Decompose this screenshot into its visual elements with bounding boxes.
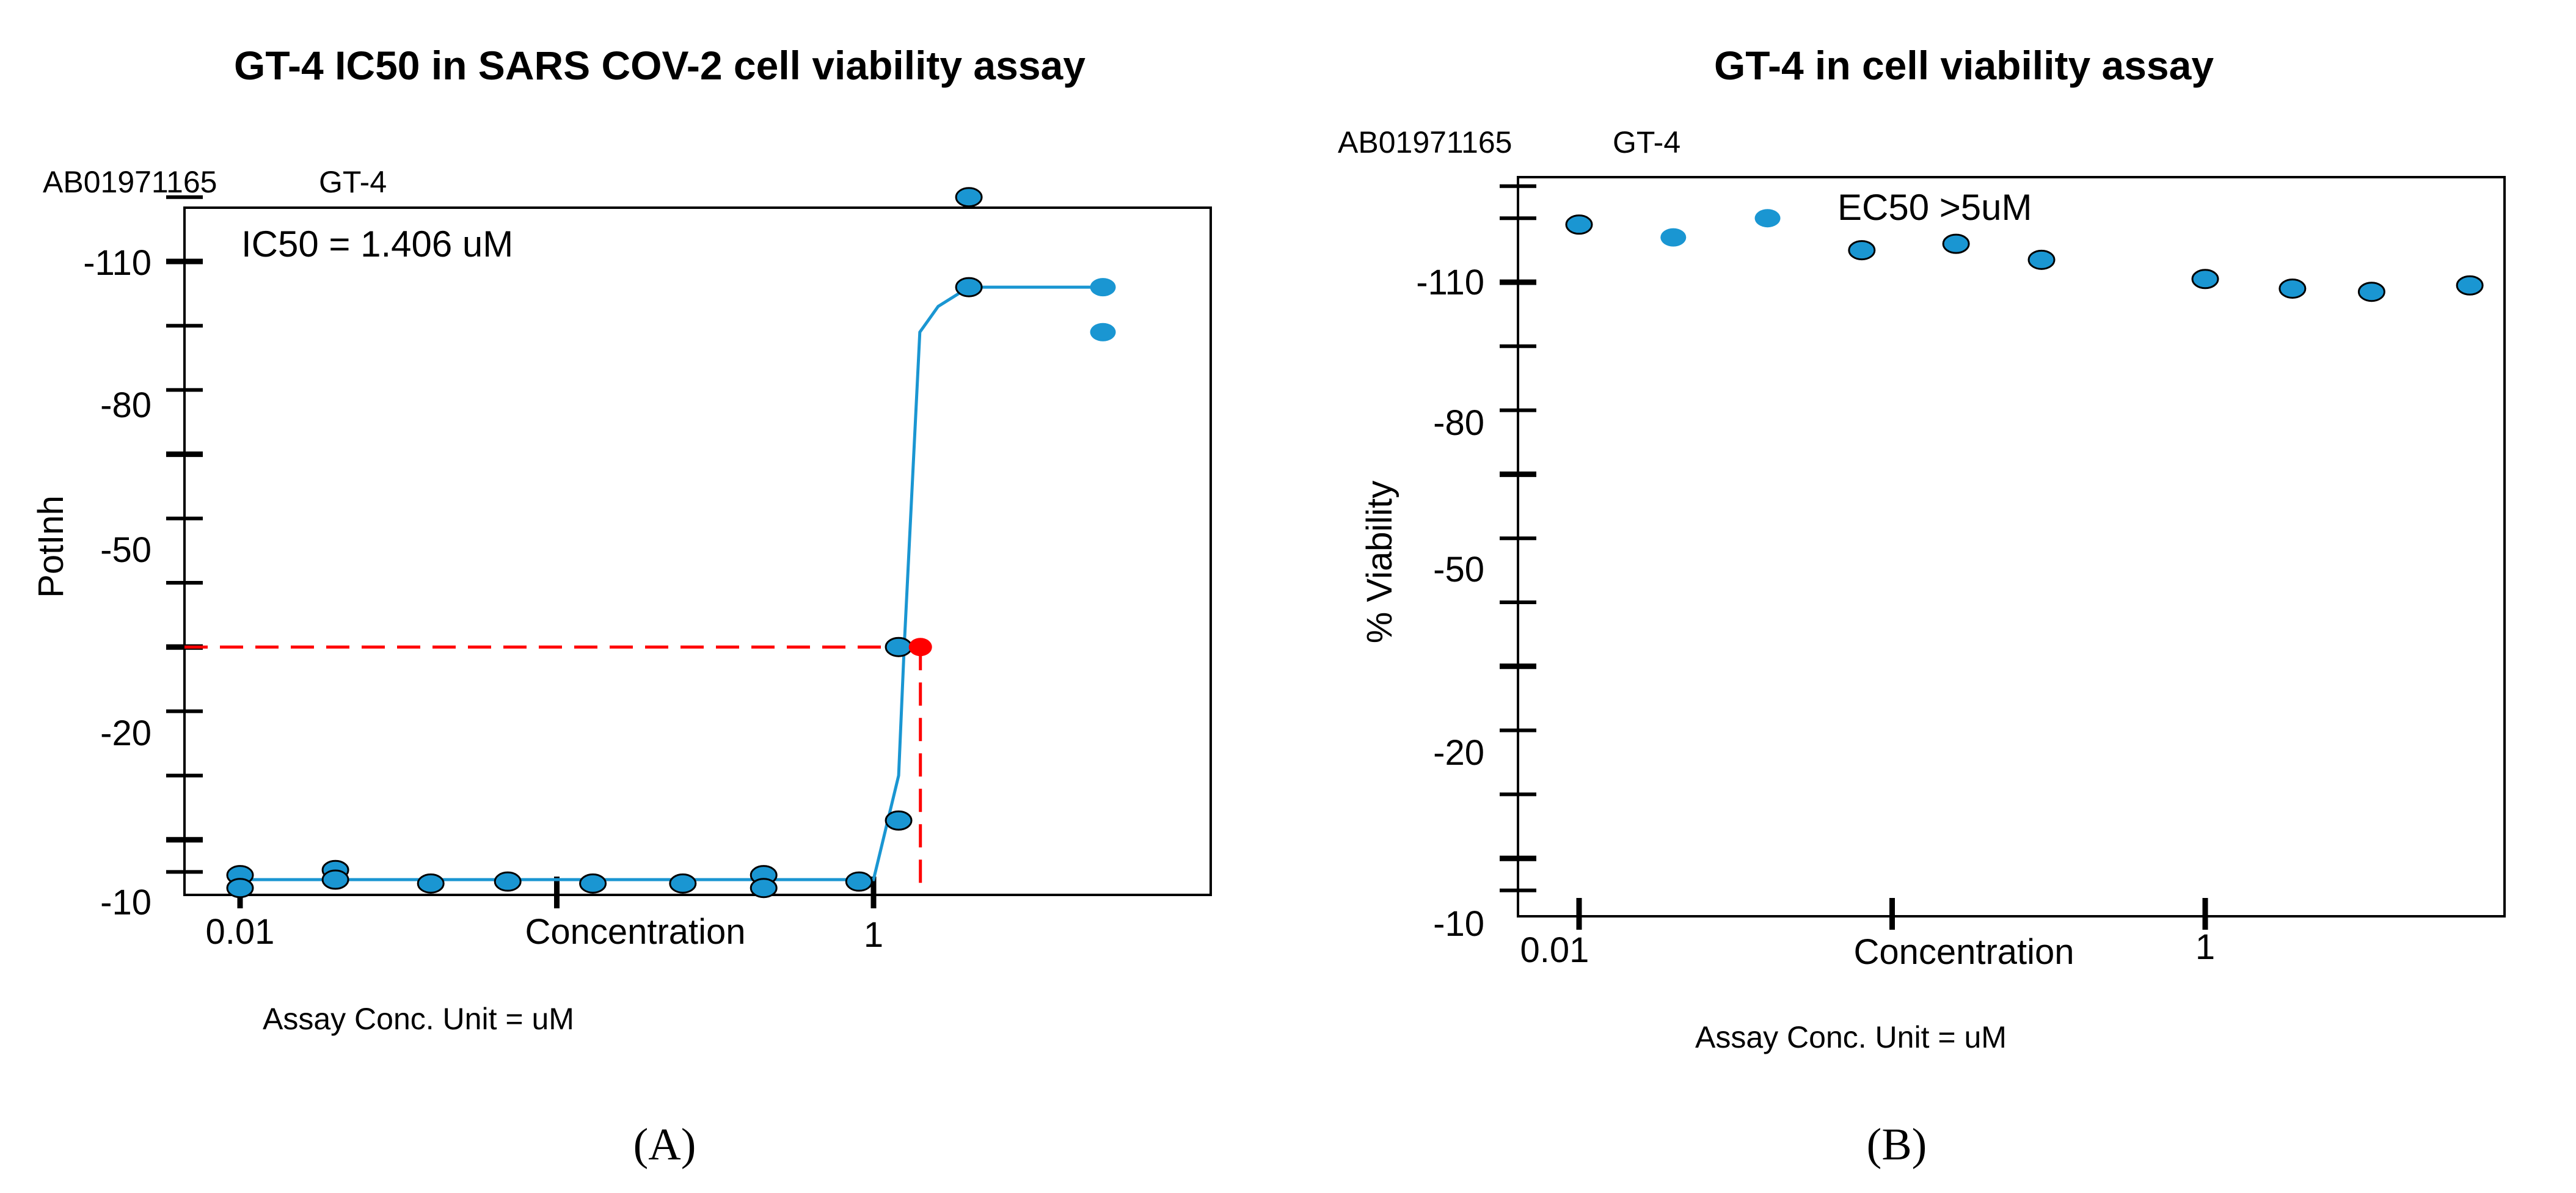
panel-a-data-point: [885, 637, 913, 657]
panel-a-x-tick-label-1: 1: [864, 915, 883, 955]
panel-a-fit-line-group: [240, 285, 1103, 881]
panel-b-data-point: [1848, 240, 1876, 261]
panel-b-compound-id: AB01971165: [1338, 125, 1512, 159]
panel-b-data-point: [2191, 269, 2219, 290]
panel-a-x-axis-label: Concentration: [525, 912, 745, 952]
panel-b: GT-4 in cell viability assay AB01971165 …: [1338, 43, 2506, 1170]
panel-a-data-point: [955, 277, 983, 297]
panel-a-data-point: [1090, 323, 1116, 341]
panel-a-compound-name: GT-4: [319, 165, 387, 199]
panel-b-data-point: [2027, 249, 2056, 270]
panel-b-letter: (B): [1867, 1120, 1927, 1170]
panel-b-data-point: [2456, 275, 2484, 296]
panel-a-y-tick-label-110: -110: [83, 243, 151, 283]
panel-a-unit-note: Assay Conc. Unit = uM: [263, 1002, 574, 1036]
panel-b-data-point: [1660, 228, 1687, 247]
panel-b-y-tick-label-110: -110: [1416, 263, 1484, 302]
panel-a-y-tick-label-80: -80: [100, 385, 151, 425]
panel-a-y-tick-label-20: -20: [100, 713, 151, 753]
panel-a-data-point: [417, 873, 445, 894]
panel-b-x-ticks: [1576, 898, 2208, 930]
panel-b-points: [1565, 209, 2484, 302]
panel-a-x-tick-label-0-01: 0.01: [206, 912, 275, 952]
panel-b-data-point: [2279, 278, 2307, 299]
panel-a-data-point: [494, 871, 522, 892]
panel-b-annotation: EC50 >5uM: [1837, 187, 2032, 228]
panel-a-data-point: [579, 873, 607, 894]
panel-a-data-point: [845, 871, 873, 892]
panel-a-data-point: [321, 869, 349, 890]
panel-b-y-tick-label-50: -50: [1433, 550, 1484, 589]
panel-a-ic50-guides: [184, 645, 922, 895]
panel-a-points: [226, 187, 1116, 899]
panel-a-y-axis-label: PotInh: [31, 495, 71, 598]
panel-a-letter: (A): [633, 1120, 696, 1170]
panel-b-title: GT-4 in cell viability assay: [1714, 43, 2214, 88]
panel-b-y-axis-label: % Viability: [1360, 481, 1399, 644]
panel-b-compound-name: GT-4: [1613, 125, 1680, 159]
panel-a-data-point: [669, 873, 697, 894]
panel-b-x-tick-label-0-01: 0.01: [1520, 930, 1589, 970]
panel-b-plot-frame: [1517, 176, 2506, 918]
panel-a-data-point: [885, 810, 913, 831]
panel-b-y-tick-label-20: -20: [1433, 733, 1484, 773]
panel-a-y-tick-label-50: -50: [100, 530, 151, 570]
panel-b-data-point: [1754, 209, 1781, 228]
panel-b-data-point: [1565, 214, 1593, 235]
panel-b-y-ticks: [1500, 184, 1536, 892]
panel-b-y-tick-label-80: -80: [1433, 403, 1484, 443]
panel-a-data-point: [750, 878, 778, 899]
panel-b-x-axis-label: Concentration: [1853, 932, 2074, 972]
panel-a-ic50-point: [908, 638, 932, 657]
panel-a-annotation: IC50 = 1.406 uM: [241, 224, 513, 265]
panel-a-fit-line: [240, 285, 1103, 881]
panel-b-x-tick-label-1: 1: [2195, 927, 2215, 967]
panel-a-plot-frame: [183, 206, 1212, 896]
panel-a-y-tick-label-10: -10: [100, 883, 151, 922]
panel-a-compound-id: AB01971165: [43, 165, 217, 199]
panel-a: GT-4 IC50 in SARS COV-2 cell viability a…: [31, 43, 1212, 1170]
panel-b-unit-note: Assay Conc. Unit = uM: [1695, 1020, 2007, 1054]
panel-a-data-point: [955, 187, 983, 208]
panel-a-y-ticks: [166, 195, 203, 874]
panel-b-data-point: [1942, 233, 1970, 254]
panel-b-y-tick-label-10: -10: [1433, 904, 1484, 944]
panel-a-data-point: [1090, 278, 1116, 297]
panel-b-data-point: [2357, 282, 2385, 302]
panel-a-data-point: [226, 878, 254, 899]
panel-a-title: GT-4 IC50 in SARS COV-2 cell viability a…: [234, 43, 1085, 88]
